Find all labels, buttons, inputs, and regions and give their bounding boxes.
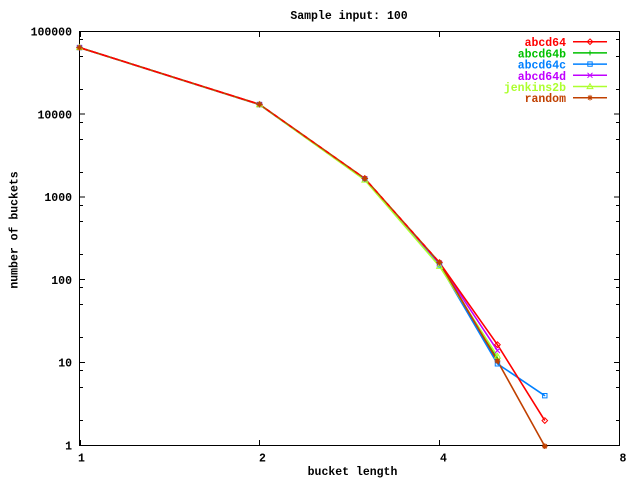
svg-text:10: 10 [58,358,72,371]
svg-text:number of buckets: number of buckets [9,171,22,288]
svg-text:2: 2 [259,453,266,466]
svg-text:1: 1 [78,453,85,466]
svg-text:8: 8 [620,453,627,466]
svg-text:100000: 100000 [31,27,73,40]
svg-text:1: 1 [65,441,72,454]
svg-text:10000: 10000 [37,109,72,122]
svg-text:abcd64c: abcd64c [518,60,566,73]
svg-text:1000: 1000 [44,192,72,205]
svg-text:jenkins2b: jenkins2b [504,82,566,95]
svg-text:abcd64: abcd64 [525,37,567,50]
svg-text:bucket length: bucket length [308,466,398,479]
svg-text:100: 100 [51,275,72,288]
svg-text:4: 4 [440,453,447,466]
svg-text:abcd64d: abcd64d [518,71,566,84]
svg-text:Sample input: 100: Sample input: 100 [290,10,407,23]
svg-text:abcd64b: abcd64b [518,48,566,61]
svg-text:random: random [525,93,567,106]
